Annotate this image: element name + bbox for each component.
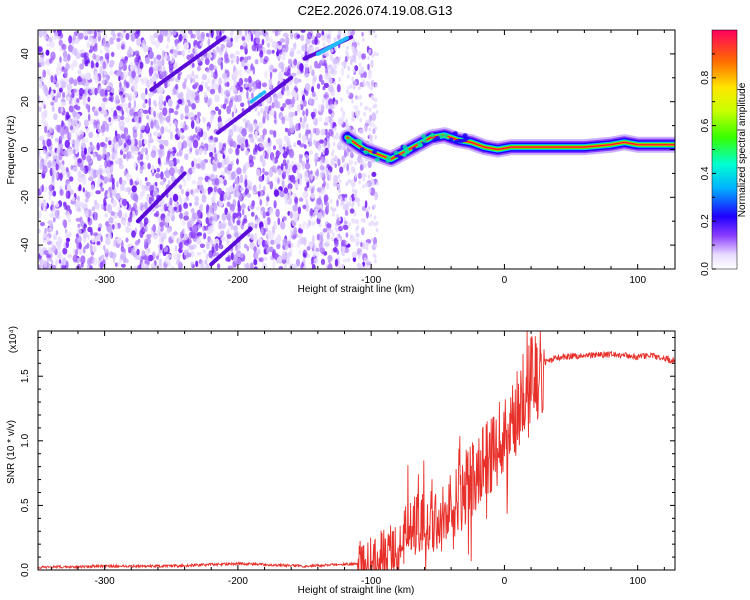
y-tick-label: -20 [20,190,31,205]
colorbar-tick-label: 0.0 [700,262,711,276]
colorbar-label: Normalized spectral amplitude [737,82,748,217]
snr-y-ticks: 0.0 0.5 1.0 1.5 [20,336,675,577]
track-blob [402,145,408,149]
track-blob [459,138,464,143]
x-tick-label: -200 [228,576,248,587]
colorbar-ticks: 0.0 0.2 0.4 0.6 0.8 [700,53,716,276]
streak-highlight [315,35,351,56]
track-blob [421,134,427,139]
snr-area [38,331,675,570]
track-blob [417,141,423,146]
y-tick-label: 1.0 [20,433,31,447]
diagonal-streak [149,35,227,92]
x-tick-label: -300 [95,275,115,286]
track-blob [435,136,440,141]
track-blob [372,150,377,154]
colorbar-tick-label: 0.6 [700,118,711,132]
x-tick-label: -100 [361,275,381,286]
track-blob [443,133,448,138]
spectrogram-area [38,30,675,269]
snr-x-ticks: -300 -200 -100 0 100 [50,331,665,587]
track-blob [448,137,454,142]
colorbar: 0.0 0.2 0.4 0.6 0.8 Normalized spectral ampl… [700,29,748,276]
diagonal-streak [215,75,294,135]
signal-track [346,134,675,160]
snr-scale-label: (x10⁴) [8,326,19,353]
x-tick-label: -100 [361,576,381,587]
y-tick-label: -40 [20,237,31,252]
spectrogram-ylabel: Frequency (Hz) [6,116,17,185]
y-tick-label: 1.5 [20,369,31,383]
track-blob [464,136,470,141]
colorbar-tick-label: 0.8 [700,70,711,84]
track-blob [345,131,350,136]
colorbar-tick-label: 0.4 [700,166,711,180]
y-tick-label: 20 [20,96,31,108]
diagonal-streak [209,226,254,267]
track-blob [385,158,391,163]
snr-ylabel: SNR (10 * v/v) [6,420,17,484]
y-tick-label: 40 [20,48,31,60]
noise-speckles [38,30,379,269]
snr-panel: -300 -200 -100 0 100 0.0 0.5 1.0 1.5 Height of … [6,326,676,596]
track-blob [452,131,458,136]
track-blob [374,157,380,162]
snr-frame [37,330,676,571]
snr-xlabel: Height of straight line (km) [298,585,415,596]
x-tick-label: -200 [228,275,248,286]
y-tick-label: 0.5 [20,498,31,512]
y-tick-label: 0.0 [20,563,31,577]
colorbar-gradient [711,29,738,270]
x-tick-label: 100 [629,275,646,286]
track-blob [359,147,365,152]
track-blob [453,139,459,144]
track-blob [398,155,403,160]
chart-title: C2E2.2026.074.19.08.G13 [298,3,453,18]
spectrogram-xlabel: Height of straight line (km) [298,284,415,295]
spectrogram-x-ticks: -300 -200 -100 0 100 [50,30,665,286]
x-tick-label: 0 [502,275,508,286]
x-tick-label: 100 [629,576,646,587]
streak-highlight [249,90,267,104]
colorbar-tick-label: 0.2 [700,214,711,228]
track-blob [403,148,409,153]
track-blob [393,150,399,155]
track-blob [412,147,418,152]
track-blob [422,138,427,143]
spectrogram-y-ticks: -40 -20 0 20 40 [20,29,675,270]
x-tick-label: -300 [95,576,115,587]
y-tick-label: 0 [20,146,31,152]
x-tick-label: 0 [502,576,508,587]
track-blob [347,138,353,143]
diagonal-streak [135,171,187,224]
track-blob [363,150,369,155]
track-blob [429,133,435,137]
snr-series-line [38,331,675,570]
track-blob [357,141,363,145]
track-blob [462,133,468,138]
track-blob [401,153,407,157]
